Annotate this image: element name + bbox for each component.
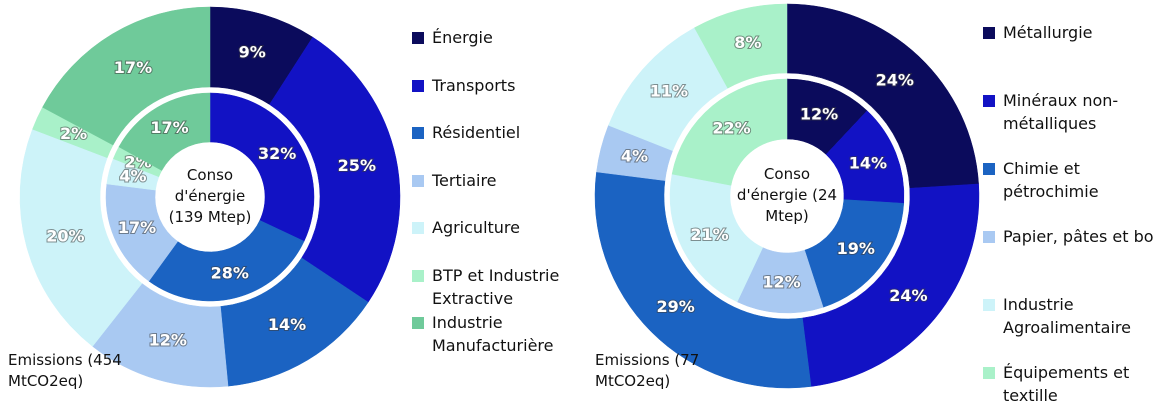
legend-swatch <box>412 79 424 92</box>
ring-separator <box>101 88 319 306</box>
legend-entry: Papier, pâtes et bois <box>983 225 1153 248</box>
data-label: 14% <box>268 315 306 334</box>
legend-label: Métallurgie <box>1003 23 1093 42</box>
legend-label: Minéraux non-métalliques <box>1003 91 1119 133</box>
legend-swatch <box>983 163 995 175</box>
legend-label: Industrie Manufacturière <box>432 313 554 355</box>
data-label: 21% <box>690 225 728 244</box>
legend-entry: Métallurgie <box>983 21 1153 44</box>
donut-segment <box>802 183 980 387</box>
legend-swatch <box>412 174 424 187</box>
data-label: 2% <box>60 124 87 143</box>
legend-label: Équipements et textille <box>1003 363 1130 403</box>
legend-swatch <box>983 231 995 243</box>
legend-entry: Chimie et pétrochimie <box>983 157 1153 203</box>
data-label: 19% <box>837 239 875 258</box>
data-label: 17% <box>150 118 188 137</box>
data-label: 4% <box>119 167 146 186</box>
legend-swatch <box>412 127 424 139</box>
center-label: Conso d'énergie (139 Mtep) <box>168 166 252 226</box>
donut-segment <box>19 128 143 347</box>
legend-label: Papier, pâtes et bois <box>1003 227 1153 246</box>
data-label: 14% <box>849 153 887 172</box>
legend-entry: BTP et Industrie Extractive <box>412 264 597 310</box>
legend-label: Agriculture <box>432 218 520 237</box>
legend-swatch <box>412 269 424 282</box>
legend-swatch <box>412 32 424 44</box>
legend-label: Énergie <box>432 28 493 47</box>
data-label: 17% <box>118 218 156 237</box>
data-label: 32% <box>258 144 296 163</box>
donut-segment <box>118 92 211 171</box>
legend-swatch <box>412 222 424 234</box>
data-label: 8% <box>734 33 761 52</box>
data-label: 12% <box>800 105 838 124</box>
legend-entry: Industrie Manufacturière <box>412 311 597 357</box>
data-label: 11% <box>650 81 688 100</box>
emissions-label: Emissions (77 MtCO2eq) <box>595 351 700 390</box>
data-label: 22% <box>712 118 750 137</box>
donut-segment <box>694 3 788 89</box>
legend-entry: Énergie <box>412 26 597 49</box>
data-label: 12% <box>762 272 800 291</box>
ring-separator <box>665 74 909 318</box>
data-label: 17% <box>114 58 152 77</box>
data-label: 12% <box>149 330 187 349</box>
donut-segment <box>786 3 979 189</box>
donut-segment <box>148 220 305 302</box>
data-label: 4% <box>621 146 648 165</box>
legend-entry: Industrie Agroalimentaire <box>983 293 1153 339</box>
data-label: 29% <box>656 297 694 316</box>
data-label: 20% <box>46 226 84 245</box>
donut-segment <box>804 199 905 308</box>
donut-segment <box>209 92 315 242</box>
legend-label: Industrie Agroalimentaire <box>1003 295 1131 337</box>
emissions-label: Emissions (454 MtCO2eq) <box>8 351 122 390</box>
legend-entry: Transports <box>412 74 597 97</box>
donut-segment <box>671 78 788 186</box>
legend-label: Transports <box>432 75 516 95</box>
legend-swatch <box>983 27 995 39</box>
legend-entry: Équipements et textille <box>983 361 1153 403</box>
data-label: 9% <box>239 43 266 62</box>
legend-entry: Minéraux non-métalliques <box>983 89 1153 135</box>
donut-segment <box>594 171 812 389</box>
legend-swatch <box>983 299 995 311</box>
legend-label: BTP et Industrie Extractive <box>432 265 560 308</box>
donut-segment <box>42 6 211 146</box>
legend-entry: Agriculture <box>412 216 597 239</box>
legend-swatch <box>412 317 424 329</box>
data-label: 24% <box>889 286 927 305</box>
legend-swatch <box>983 95 995 107</box>
legend-label: Chimie et pétrochimie <box>1003 159 1099 201</box>
legend-swatch <box>983 367 995 379</box>
legend-label: Résidentiel <box>432 123 521 142</box>
data-label: 25% <box>338 156 376 175</box>
data-label: 28% <box>211 264 249 283</box>
data-label: 24% <box>876 71 914 90</box>
legend-entry: Résidentiel <box>412 121 597 144</box>
center-label: Conso d'énergie (24 Mtep) <box>736 165 838 225</box>
donut-segment <box>669 173 764 303</box>
legend-entry: Tertiaire <box>412 169 597 192</box>
legend-label: Tertiaire <box>432 170 497 190</box>
donut-segment <box>269 36 401 303</box>
